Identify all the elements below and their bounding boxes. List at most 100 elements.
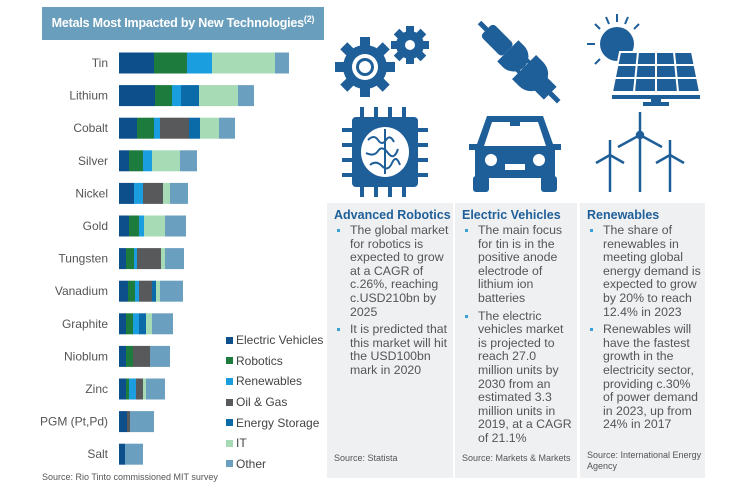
bar-segment-electric-vehicles	[119, 52, 154, 74]
legend-swatch	[226, 460, 233, 468]
legend-swatch	[226, 377, 233, 385]
bar-segment-electric-vehicles	[119, 117, 137, 139]
chart-source: Source: Rio Tinto commissioned MIT surve…	[42, 472, 218, 482]
chart-legend: Electric Vehicles Robotics Renewables Oil &…	[226, 330, 323, 474]
legend-item: Electric Vehicles	[226, 330, 323, 351]
panel-source: Source: Statista	[334, 453, 398, 463]
bar-segment-other	[219, 117, 235, 139]
bar-segment-energy-storage	[139, 313, 146, 335]
chart-title: Metals Most Impacted by New Technologies…	[42, 7, 324, 40]
bar-segment-renewables	[129, 378, 136, 400]
bullet: The global market for robotics is expect…	[327, 223, 449, 319]
bar-segment-other	[165, 215, 186, 237]
bar-segment-renewables	[133, 313, 139, 335]
bar-segment-oil-gas	[127, 411, 130, 433]
bullet: Renewables will have the fastest growth …	[580, 322, 701, 432]
panel-advanced-robotics: Advanced Robotics The global market for …	[327, 203, 453, 478]
bar-segment-other	[130, 411, 154, 433]
title-footnote: (2)	[303, 14, 315, 24]
bar-segment-energy-storage	[181, 85, 199, 107]
category-label: Silver	[78, 154, 108, 168]
panel-electric-vehicles: Electric Vehicles The main focus for tin…	[455, 203, 577, 478]
stacked-bar-chart: Tin Lithium Cobalt Silver Nickel Gold Tungsten…	[40, 52, 289, 465]
panel-source: Source: International Energy Agency	[587, 450, 702, 471]
chart-title-text: Metals Most Impacted by New Technologies	[51, 16, 304, 30]
legend-label: IT	[236, 436, 247, 451]
panel-title: Electric Vehicles	[462, 208, 561, 222]
bar-segment-electric-vehicles	[119, 215, 129, 237]
legend-swatch	[226, 357, 233, 365]
wind-turbine-icon	[595, 112, 685, 192]
bar-segment-renewables	[139, 215, 144, 237]
category-label: Nickel	[75, 186, 108, 200]
bar-segment-robotics	[155, 85, 172, 107]
bar-segment-renewables	[187, 52, 212, 74]
category-label: PGM (Pt,Pd)	[40, 415, 108, 429]
bar-segment-electric-vehicles	[119, 313, 126, 335]
bar-segment-other	[238, 85, 254, 107]
bar-segment-other	[150, 345, 170, 367]
bar-segment-it	[163, 182, 170, 204]
bar-segment-oil-gas	[139, 280, 152, 302]
bar-segment-robotics	[126, 248, 134, 270]
bar-segment-robotics	[137, 117, 154, 139]
legend-item: IT	[226, 433, 323, 454]
category-label: Cobalt	[73, 121, 108, 135]
category-label: Lithium	[69, 89, 108, 103]
category-label: Nioblum	[64, 349, 108, 363]
bullet: The main focus for tin is in the positiv…	[455, 223, 573, 306]
legend-item: Energy Storage	[226, 412, 323, 433]
bar-segment-oil-gas	[160, 117, 189, 139]
legend-label: Robotics	[236, 353, 283, 368]
bar-segment-robotics	[126, 313, 133, 335]
bar-segment-electric-vehicles	[119, 182, 134, 204]
bar-segment-electric-vehicles	[119, 248, 126, 270]
legend-item: Renewables	[226, 371, 323, 392]
bar-segment-robotics	[126, 345, 133, 367]
legend-item: Robotics	[226, 351, 323, 372]
bar-segment-robotics	[128, 280, 135, 302]
category-label: Salt	[87, 447, 108, 461]
bar-segment-electric-vehicles	[119, 85, 155, 107]
legend-item: Other	[226, 454, 323, 475]
bar-segment-robotics	[129, 215, 139, 237]
legend-label: Oil & Gas	[236, 395, 288, 410]
bar-segment-it	[144, 215, 165, 237]
bar-segment-it	[146, 313, 152, 335]
legend-swatch	[226, 439, 233, 447]
bar-segment-oil-gas	[133, 345, 150, 367]
bar-segment-it	[200, 117, 219, 139]
legend-label: Other	[236, 456, 267, 471]
bar-segment-other	[160, 280, 183, 302]
brain-chip-icon	[342, 107, 428, 197]
bar-segment-electric-vehicles	[119, 345, 126, 367]
legend-label: Electric Vehicles	[236, 333, 324, 348]
bar-segment-robotics	[129, 150, 143, 172]
bar-segment-electric-vehicles	[119, 443, 125, 465]
bar-segment-renewables	[134, 182, 143, 204]
bar-segment-electric-vehicles	[119, 411, 127, 433]
legend-item: Oil & Gas	[226, 392, 323, 413]
bar-segment-electric-vehicles	[119, 280, 128, 302]
bar-segment-it	[199, 85, 238, 107]
legend-label: Energy Storage	[236, 415, 320, 430]
bullet: It is predicted that this market will hi…	[327, 322, 449, 377]
bullet: The electric vehicles market is projecte…	[455, 309, 573, 446]
bar-segment-it	[152, 150, 180, 172]
gears-icon	[335, 26, 429, 97]
category-label: Tin	[92, 56, 108, 70]
panel-renewables: Renewables The share of renewables in me…	[580, 203, 705, 478]
bar-segment-electric-vehicles	[119, 378, 126, 400]
bar-segment-it	[161, 248, 165, 270]
bar-segment-other	[152, 313, 173, 335]
bar-segment-oil-gas	[136, 378, 143, 400]
car-icon	[469, 116, 561, 192]
bar-segment-electric-vehicles	[119, 150, 129, 172]
bar-segment-renewables	[172, 85, 181, 107]
legend-swatch	[226, 336, 233, 344]
panel-title: Renewables	[587, 208, 660, 222]
panel-source: Source: Markets & Markets	[462, 453, 571, 463]
bar-segment-it	[143, 378, 146, 400]
bullet: The share of renewables in meeting globa…	[580, 223, 701, 319]
category-label: Vanadium	[55, 284, 108, 298]
